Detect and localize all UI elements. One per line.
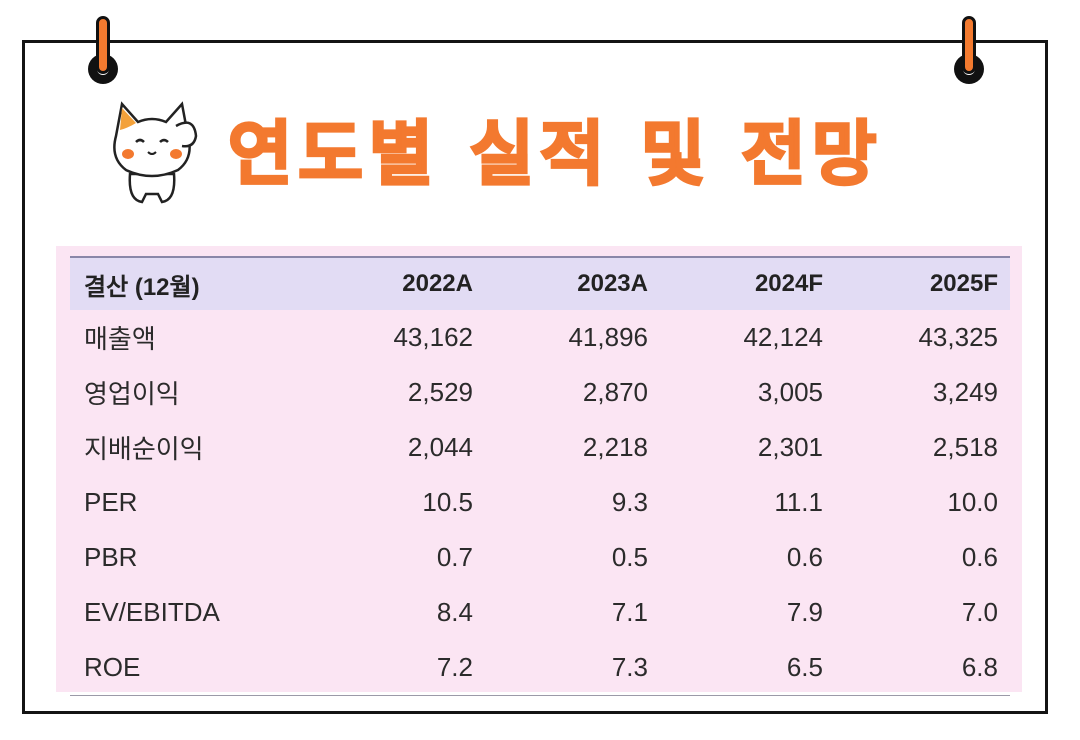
row-label: 매출액 — [84, 324, 156, 354]
pin-icon — [88, 16, 118, 86]
row-label: EV/EBITDA — [84, 597, 220, 627]
table-cell: 0.6 — [961, 542, 998, 572]
table-cell: 2,518 — [932, 432, 998, 462]
table-cell: 3,249 — [932, 377, 998, 407]
table-cell: 43,162 — [393, 322, 473, 352]
table-cell: 11.1 — [774, 487, 823, 517]
table-cell: 0.6 — [786, 542, 823, 572]
row-label: 지배순이익 — [84, 434, 204, 464]
table-cell: 2,529 — [407, 377, 473, 407]
table-cell: 7.1 — [611, 597, 648, 627]
table-row: PER 10.5 9.3 11.1 10.0 — [70, 475, 1010, 530]
table-cell: 2,301 — [757, 432, 823, 462]
cat-mascot-icon — [113, 101, 198, 204]
row-label: PBR — [84, 542, 138, 572]
row-label: PER — [84, 487, 138, 517]
table-row: PBR 0.7 0.5 0.6 0.6 — [70, 530, 1010, 585]
financial-table: 결산 (12월) 2022A 2023A 2024F 2025F 매출액 43,… — [70, 256, 1010, 696]
table-cell: 7.0 — [961, 597, 998, 627]
table-cell: 0.7 — [436, 542, 473, 572]
table-row: 지배순이익 2,044 2,218 2,301 2,518 — [70, 420, 1010, 475]
table-cell: 42,124 — [743, 322, 823, 352]
table-cell: 7.9 — [786, 597, 823, 627]
pin-icon — [954, 16, 984, 86]
table-row: 매출액 43,162 41,896 42,124 43,325 — [70, 310, 1010, 365]
table-cell: 6.5 — [660, 640, 835, 696]
table-cell: 3,005 — [757, 377, 823, 407]
table-cell: 8.4 — [436, 597, 473, 627]
table-cell: 7.3 — [485, 640, 660, 696]
table-row: 영업이익 2,529 2,870 3,005 3,249 — [70, 365, 1010, 420]
table-cell: 9.3 — [611, 487, 648, 517]
table-cell: 6.8 — [835, 640, 1010, 696]
row-label: ROE — [70, 640, 310, 696]
table-row: ROE 7.2 7.3 6.5 6.8 — [70, 640, 1010, 696]
column-header: 2022A — [310, 256, 485, 310]
table-cell: 43,325 — [918, 322, 998, 352]
column-header: 2025F — [835, 256, 1010, 310]
column-header: 결산 (12월) — [70, 256, 310, 310]
page-title: 연도별 실적 및 전망 — [226, 112, 883, 197]
table-cell: 2,218 — [582, 432, 648, 462]
table-cell: 0.5 — [611, 542, 648, 572]
table-cell: 41,896 — [568, 322, 648, 352]
table-cell: 2,870 — [582, 377, 648, 407]
row-label: 영업이익 — [84, 379, 180, 409]
table-row: EV/EBITDA 8.4 7.1 7.9 7.0 — [70, 585, 1010, 640]
column-header: 2024F — [660, 256, 835, 310]
table-header-row: 결산 (12월) 2022A 2023A 2024F 2025F — [70, 256, 1010, 310]
table-cell: 10.5 — [422, 487, 473, 517]
table-cell: 7.2 — [310, 640, 485, 696]
financial-table-panel: 결산 (12월) 2022A 2023A 2024F 2025F 매출액 43,… — [56, 246, 1022, 696]
column-header: 2023A — [485, 256, 660, 310]
table-cell: 2,044 — [407, 432, 473, 462]
table-cell: 10.0 — [947, 487, 998, 517]
